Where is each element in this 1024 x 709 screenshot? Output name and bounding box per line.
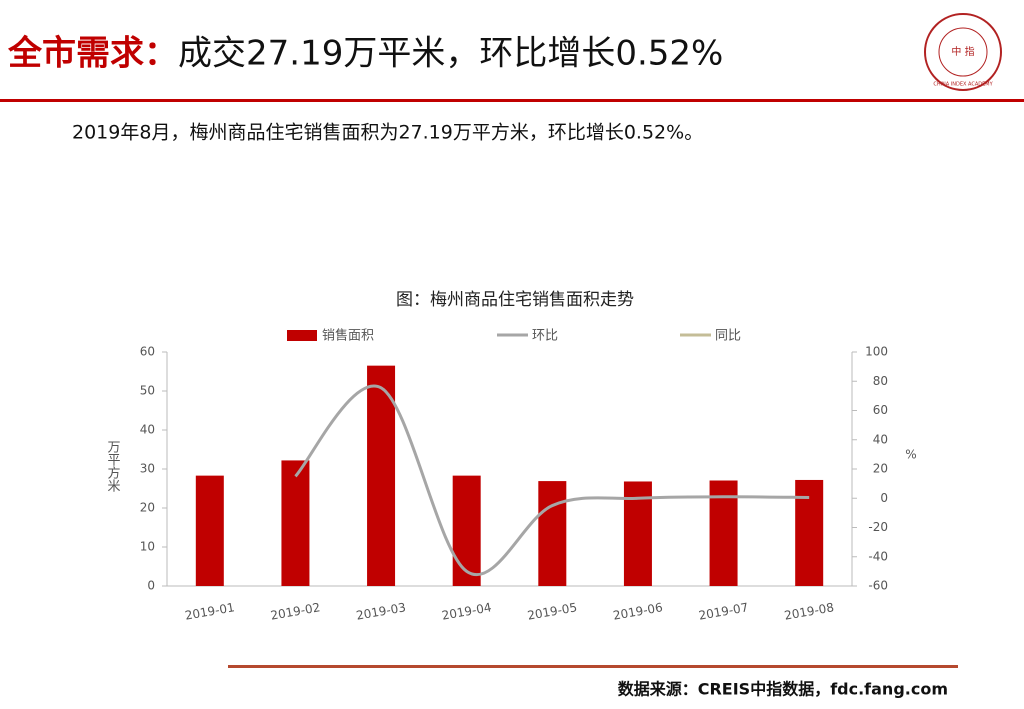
x-tick-label: 2019-08 (783, 600, 835, 622)
title-rule (0, 99, 1024, 102)
legend-label: 环比 (532, 329, 558, 344)
footer-rule (228, 665, 958, 668)
legend-label: 同比 (715, 329, 741, 344)
y2-tick-label: 20 (873, 462, 888, 476)
y-tick-label: 20 (140, 501, 155, 515)
y2-axis-label: % (905, 448, 916, 462)
line (294, 384, 810, 576)
chart-title: 图：梅州商品住宅销售面积走势 (396, 290, 634, 310)
y2-tick-label: -20 (868, 520, 888, 534)
y-tick-label: 10 (140, 540, 155, 554)
logo-text: 中 指 (951, 45, 974, 58)
x-tick-label: 2019-05 (526, 600, 578, 622)
y-tick-label: 60 (140, 345, 155, 359)
summary: 2019年8月，梅州商品住宅销售面积为27.19万平方米，环比增长0.52%。 (72, 122, 703, 144)
y-tick-label: 40 (140, 423, 155, 437)
y2-tick-label: 60 (873, 403, 888, 417)
legend-swatch (287, 330, 317, 341)
x-tick-label: 2019-03 (355, 600, 407, 622)
bar (538, 481, 567, 586)
bar (281, 460, 310, 586)
y-axis-label: 万平方米 (105, 440, 121, 492)
title: 成交27.19万平米，环比增长0.52% (178, 34, 723, 74)
logo-inner (938, 27, 988, 77)
y2-tick-label: 0 (880, 491, 888, 505)
y2-tick-label: 100 (865, 345, 888, 359)
logo-ring-text: CHINA INDEX ACADEMY (933, 82, 993, 88)
title-highlight: 全市需求： (7, 34, 178, 74)
y2-tick-label: -40 (868, 549, 888, 563)
bar (195, 475, 224, 586)
y-tick-label: 50 (140, 384, 155, 398)
source: 数据来源：CREIS中指数据，fdc.fang.com (618, 680, 948, 699)
logo: 中 指 CHINA INDEX ACADEMY (924, 13, 1002, 91)
y-tick-label: 30 (140, 462, 155, 476)
x-tick-label: 2019-07 (698, 600, 750, 622)
x-tick-label: 2019-01 (184, 600, 236, 622)
bar (452, 475, 481, 586)
bar (795, 479, 824, 586)
x-tick-label: 2019-06 (612, 600, 664, 622)
x-tick-label: 2019-02 (269, 600, 321, 622)
bar (367, 365, 396, 586)
y2-tick-label: 40 (873, 432, 888, 446)
y2-tick-label: 80 (873, 374, 888, 388)
x-tick-label: 2019-04 (441, 600, 493, 622)
logo-ring (924, 13, 1002, 91)
legend-label: 销售面积 (322, 328, 374, 344)
y2-tick-label: -60 (868, 579, 888, 593)
y-tick-label: 0 (147, 579, 155, 593)
